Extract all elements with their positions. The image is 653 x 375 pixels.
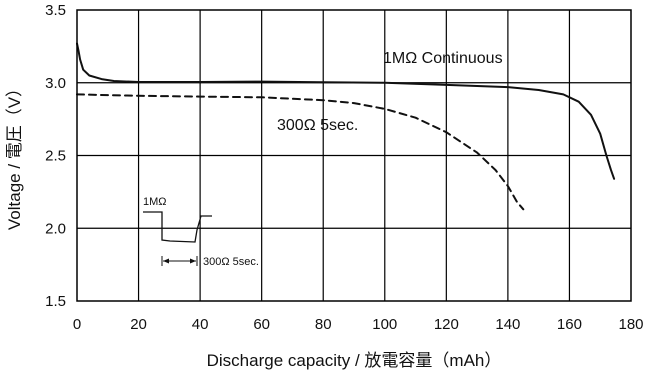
x-tick-label: 0 (73, 316, 81, 333)
x-axis-label: Discharge capacity / 放電容量（mAh） (207, 351, 502, 370)
y-tick-label: 2.5 (45, 148, 66, 165)
x-tick-label: 60 (253, 316, 270, 333)
annotation-pulse: 300Ω 5sec. (277, 117, 358, 134)
x-tick-label: 120 (434, 316, 459, 333)
x-tick-label: 180 (618, 316, 643, 333)
x-tick-label: 140 (495, 316, 520, 333)
x-tick-label: 20 (130, 316, 147, 333)
y-axis-label: Voltage / 電圧（V） (5, 80, 24, 230)
inset-bottom-label: 300Ω 5sec. (203, 256, 259, 268)
inset-arrowhead-left (163, 258, 169, 264)
series-layer (76, 42, 616, 211)
x-tick-label: 100 (372, 316, 397, 333)
y-tick-label: 2.0 (45, 220, 66, 237)
series-line-pulse-300-ohm (76, 93, 525, 211)
y-tick-label: 3.0 (45, 75, 66, 92)
inset-arrowhead-right (190, 258, 196, 264)
y-tick-label: 3.5 (45, 2, 66, 19)
x-tick-label: 160 (557, 316, 582, 333)
y-tick-label: 1.5 (45, 293, 66, 310)
plot-frame (76, 9, 632, 302)
x-tick-label: 40 (192, 316, 209, 333)
x-tick-label: 80 (315, 316, 332, 333)
inset-pulse-diagram: 1MΩ 300Ω 5sec. (143, 196, 259, 268)
tick-labels: 0 20 40 60 80 100 120 140 160 180 1.5 2.0 2.5 3.0 3.5 (45, 2, 643, 333)
series-line-continuous-1m-ohm (76, 42, 616, 180)
inset-waveform (143, 211, 212, 243)
inset-top-label: 1MΩ (143, 196, 167, 208)
annotation-continuous: 1MΩ Continuous (383, 50, 503, 67)
